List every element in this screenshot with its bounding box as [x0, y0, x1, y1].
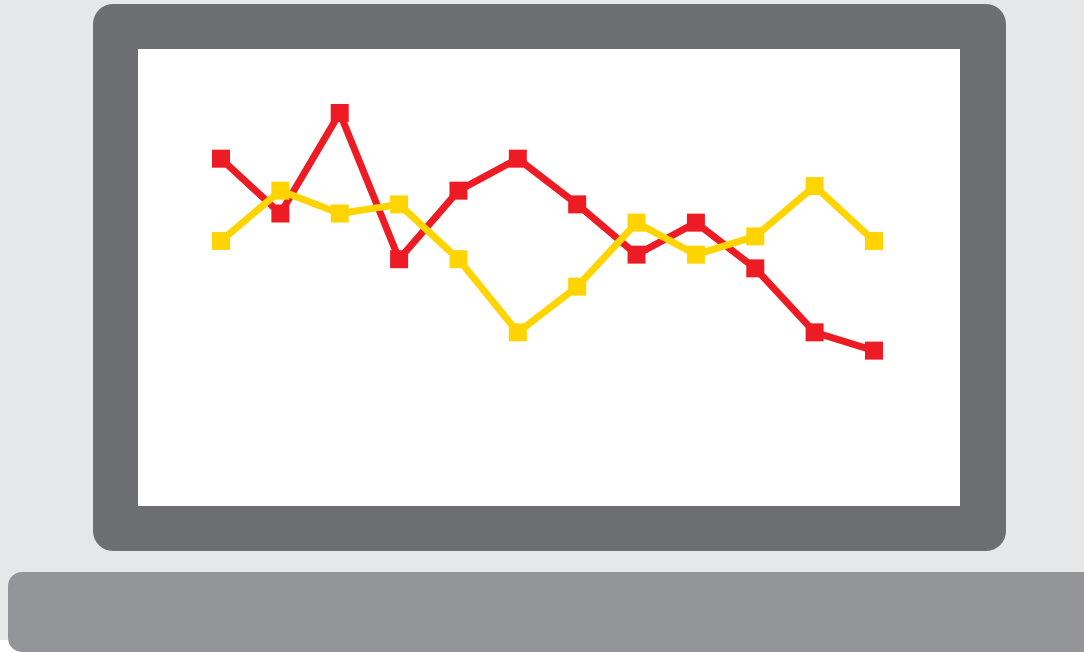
series-1-point — [330, 103, 349, 122]
series-2-point — [212, 231, 230, 250]
series-2-point — [390, 195, 409, 214]
laptop-screen — [138, 49, 960, 506]
series-2-point — [746, 227, 765, 246]
series-1-point — [627, 245, 646, 264]
series-2-point — [686, 245, 705, 264]
series-1-point — [686, 213, 705, 232]
series-1 — [212, 103, 883, 360]
series-1-point — [508, 149, 527, 168]
series-1-point — [568, 195, 587, 214]
series-1-point — [805, 323, 824, 342]
line-chart — [212, 103, 883, 360]
series-2-point — [271, 181, 290, 200]
series-1-point — [212, 149, 230, 168]
series-2-line — [218, 181, 877, 338]
series-2-point — [508, 323, 527, 342]
series-1-point — [271, 204, 290, 223]
series-2-point — [627, 213, 646, 232]
laptop-base — [8, 572, 1084, 652]
series-1-point — [865, 341, 883, 360]
series-2 — [212, 177, 883, 342]
series-1-point — [746, 259, 765, 278]
series-2-point — [568, 277, 587, 296]
series-1-point — [390, 250, 409, 269]
series-1-line — [218, 105, 876, 354]
series-1-point — [449, 181, 468, 200]
series-2-point — [330, 204, 349, 223]
series-2-point — [805, 177, 824, 196]
series-2-point — [449, 250, 468, 269]
series-2-point — [865, 231, 883, 250]
